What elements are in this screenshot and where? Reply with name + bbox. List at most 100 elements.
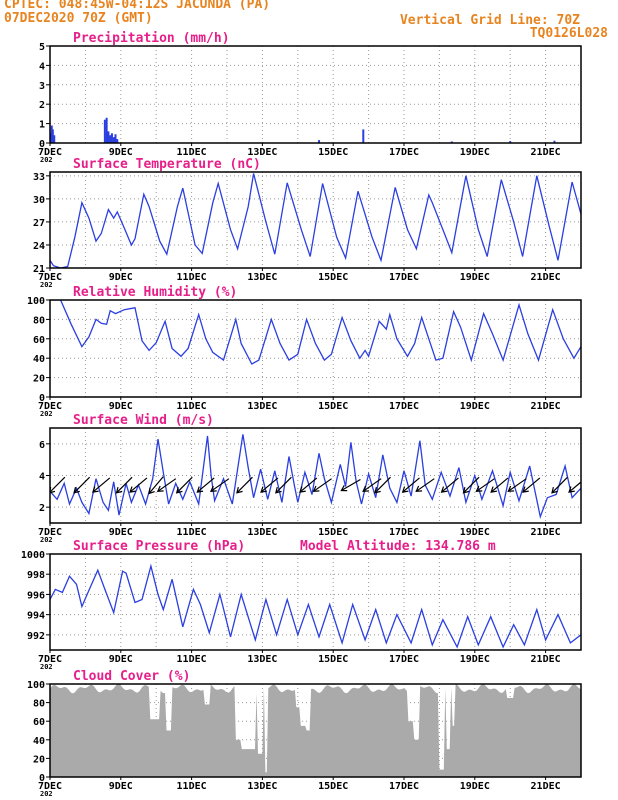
temp-frame bbox=[49, 171, 582, 269]
rh-xtick-label: 9DEC bbox=[109, 401, 133, 412]
pressure-xtick-label: 7DEC bbox=[38, 654, 62, 665]
wind-arrow-head bbox=[115, 486, 123, 494]
rh-ytick-label: 80 bbox=[33, 315, 45, 326]
temp-ytick-label: 24 bbox=[33, 241, 45, 252]
header-date-line: 07DEC2020 70Z (GMT) bbox=[4, 11, 153, 26]
wind-arrow bbox=[73, 476, 91, 494]
wind-arrow-head bbox=[522, 486, 529, 493]
rh-xtick-label: 17DEC bbox=[389, 401, 419, 412]
wind-arrow-head bbox=[175, 486, 183, 494]
wind-arrow-head bbox=[401, 486, 409, 493]
wind-arrow bbox=[568, 481, 581, 493]
wind-arrow-head bbox=[196, 486, 204, 493]
precip-xtick-label: 21DEC bbox=[531, 147, 561, 158]
pressure-xtick-label: 17DEC bbox=[389, 654, 419, 665]
wind-arrow bbox=[260, 477, 279, 493]
precip-xtick-label: 15DEC bbox=[318, 147, 348, 158]
wind-arrow bbox=[415, 478, 435, 492]
pressure-ytick-label: 992 bbox=[27, 631, 45, 642]
wind-arrow bbox=[275, 476, 292, 494]
temp-ytick-label: 33 bbox=[33, 172, 45, 183]
rh-frame bbox=[49, 299, 582, 398]
cloud-data bbox=[50, 684, 581, 777]
precip-bar bbox=[109, 135, 112, 143]
cloud-ytick-label: 100 bbox=[27, 680, 45, 691]
precip-bar bbox=[318, 140, 321, 143]
rh-year-label: 202 bbox=[40, 410, 53, 418]
pressure-ytick-label: 994 bbox=[27, 611, 45, 622]
pressure-series-line bbox=[50, 563, 581, 649]
precip-xtick-label: 17DEC bbox=[389, 147, 419, 158]
temp-xtick-label: 7DEC bbox=[38, 272, 62, 283]
wind-arrow-head bbox=[209, 485, 217, 492]
rh-ytick-label: 20 bbox=[33, 374, 45, 385]
rh-xtick-label: 19DEC bbox=[460, 401, 490, 412]
precip-bar bbox=[105, 117, 108, 143]
precip-bar bbox=[362, 129, 365, 143]
precip-data bbox=[50, 117, 556, 143]
wind-year-label: 202 bbox=[40, 536, 53, 544]
pressure-xtick-label: 21DEC bbox=[531, 654, 561, 665]
precip-bar bbox=[114, 134, 117, 143]
temp-xtick-label: 15DEC bbox=[318, 272, 348, 283]
wind-arrow-head bbox=[92, 486, 99, 493]
precip-bar bbox=[107, 131, 110, 143]
pressure-ytick-label: 998 bbox=[27, 570, 45, 581]
rh-xtick-label: 15DEC bbox=[318, 401, 348, 412]
cloud-xtick-label: 11DEC bbox=[177, 781, 207, 792]
precip-ytick-label: 3 bbox=[39, 81, 45, 92]
wind-arrow-head bbox=[362, 485, 369, 492]
precip-ytick-label: 1 bbox=[39, 120, 45, 131]
wind-arrow-head bbox=[236, 486, 243, 494]
temp-ytick-label: 21 bbox=[33, 264, 45, 275]
wind-arrow bbox=[362, 478, 382, 492]
cloud-cover-area bbox=[50, 684, 581, 777]
pressure-annotation: Model Altitude: 134.786 m bbox=[300, 539, 496, 554]
wind-arrow bbox=[490, 477, 509, 493]
wind-xtick-label: 9DEC bbox=[109, 527, 133, 538]
wind-arrow bbox=[196, 477, 215, 493]
pressure-ytick-label: 996 bbox=[27, 590, 45, 601]
precip-bar bbox=[103, 119, 106, 143]
rh-series-line bbox=[50, 300, 581, 365]
wind-arrow bbox=[299, 477, 318, 493]
wind-arrow bbox=[551, 476, 568, 494]
cloud-ytick-label: 40 bbox=[33, 736, 45, 747]
precip-bar bbox=[509, 141, 512, 143]
wind-arrow bbox=[236, 476, 253, 494]
rh-xtick-label: 7DEC bbox=[38, 401, 62, 412]
precip-xtick-label: 19DEC bbox=[460, 147, 490, 158]
precip-bar bbox=[116, 139, 119, 143]
wind-arrow bbox=[507, 478, 527, 492]
precip-bar bbox=[110, 133, 113, 143]
wind-arrow bbox=[313, 478, 332, 492]
rh-xtick-label: 21DEC bbox=[531, 401, 561, 412]
cloud-ytick-label: 60 bbox=[33, 717, 45, 728]
pressure-year-label: 202 bbox=[40, 663, 53, 671]
cloud-year-label: 202 bbox=[40, 790, 53, 798]
temp-title: Surface Temperature (nC) bbox=[73, 157, 261, 172]
wind-arrow-head bbox=[440, 486, 448, 493]
precip-ytick-label: 2 bbox=[39, 100, 45, 111]
pressure-xtick-label: 19DEC bbox=[460, 654, 490, 665]
wind-arrow-head bbox=[156, 485, 164, 492]
cloud-ytick-label: 80 bbox=[33, 699, 45, 710]
wind-arrow bbox=[463, 476, 480, 494]
wind-arrow bbox=[374, 476, 391, 494]
cloud-xtick-label: 21DEC bbox=[531, 781, 561, 792]
precip-bar bbox=[450, 141, 453, 143]
wind-arrow bbox=[522, 477, 541, 493]
rh-title: Relative Humidity (%) bbox=[73, 285, 237, 300]
precip-xtick-label: 9DEC bbox=[109, 147, 133, 158]
rh-xtick-label: 13DEC bbox=[247, 401, 277, 412]
wind-arrow-head bbox=[374, 486, 381, 494]
wind-arrow bbox=[476, 478, 495, 492]
temp-xtick-label: 19DEC bbox=[460, 272, 490, 283]
wind-arrow-head bbox=[148, 487, 155, 495]
wind-arrow-head bbox=[507, 485, 515, 492]
precip-ytick-label: 4 bbox=[39, 61, 45, 72]
pressure-xtick-label: 15DEC bbox=[318, 654, 348, 665]
precip-xtick-label: 7DEC bbox=[38, 147, 62, 158]
cloud-ytick-label: 20 bbox=[33, 754, 45, 765]
